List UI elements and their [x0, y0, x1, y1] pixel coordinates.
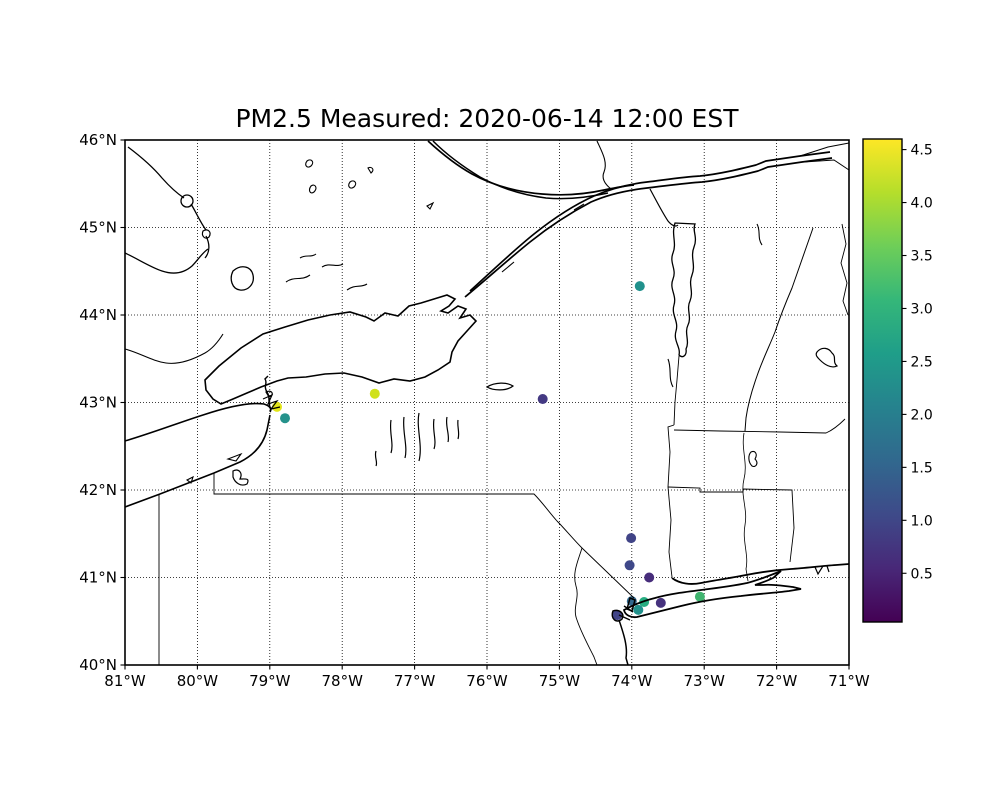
kawartha-lakes	[285, 253, 368, 291]
y-tick-label: 41°N	[79, 569, 117, 587]
thousand-islands	[501, 203, 585, 273]
border-vt-nh-connecticut-river	[744, 227, 814, 432]
pm25-station-point[interactable]	[633, 604, 644, 615]
pm25-station-point[interactable]	[626, 533, 637, 544]
x-tick-label: 81°W	[104, 672, 146, 690]
staten-island	[611, 609, 624, 622]
presque-isle-spit	[226, 452, 243, 462]
new-york-harbor-detail	[618, 605, 634, 621]
x-tick-label: 80°W	[177, 672, 219, 690]
x-tick-label: 76°W	[466, 672, 508, 690]
map-geography	[124, 140, 850, 666]
pm25-station-point[interactable]	[624, 560, 635, 571]
colorbar-tick-label: 3.0	[911, 301, 933, 317]
y-tick-label: 46°N	[79, 131, 117, 149]
axis-ticks: 81°W 80°W 79°W 78°W 77°W 76°W 75°W 74°W 73°W 72°W…	[79, 131, 870, 690]
colorbar-frame	[862, 138, 903, 623]
colorbar-tick-label: 4.0	[911, 196, 933, 212]
border-ma-vt-nh	[673, 418, 846, 434]
x-tick-label: 77°W	[394, 672, 436, 690]
lake-chautauqua	[232, 469, 249, 486]
coastline-long-island	[622, 570, 802, 619]
x-tick-label: 73°W	[683, 672, 725, 690]
st-lawrence-northeast-branches	[799, 142, 850, 171]
river-st-lawrence-south-bank	[464, 157, 833, 298]
y-tick-label: 42°N	[79, 481, 117, 499]
long-island-sound-islands	[756, 576, 777, 581]
finger-lakes	[374, 412, 460, 467]
lake-winnipesaukee	[815, 347, 839, 368]
colorbar-tick-label: 0.5	[911, 566, 933, 582]
x-tick-label: 71°W	[828, 672, 870, 690]
colorbar-tick-label: 2.5	[911, 354, 933, 370]
border-ny-vt	[673, 355, 680, 426]
plot-title: PM2.5 Measured: 2020-06-14 12:00 EST	[235, 104, 739, 133]
lake-george	[667, 358, 674, 388]
river-grand	[124, 333, 224, 364]
small-lakes-ontario-north	[305, 159, 435, 210]
lake-oneida	[485, 382, 515, 391]
colorbar-ticks: 4.5 4.0 3.5 3.0 2.5 2.0 1.5 1.0 0.5	[902, 143, 933, 582]
border-nh-me	[840, 223, 849, 316]
y-tick-label: 44°N	[79, 306, 117, 324]
x-tick-label: 72°W	[756, 672, 798, 690]
pm25-station-point[interactable]	[634, 281, 645, 292]
coastline-lake-ontario	[204, 294, 478, 405]
lake-memphremagog	[756, 223, 763, 246]
river-ottawa-south-bank	[432, 140, 609, 200]
pm25-station-point[interactable]	[644, 572, 655, 583]
lake-round-upper-left	[180, 194, 194, 208]
coastline-georgian-bay	[124, 248, 209, 274]
connecticut-river-south	[742, 432, 749, 582]
river-richelieu	[649, 188, 679, 227]
x-tick-label: 79°W	[249, 672, 291, 690]
pm25-station-point[interactable]	[694, 591, 705, 602]
river-ottawa-upper	[127, 146, 210, 259]
river-top-tributary	[596, 140, 612, 190]
x-tick-label: 75°W	[539, 672, 581, 690]
narragansett-islands	[814, 565, 830, 576]
colorbar-tick-label: 3.5	[911, 249, 933, 265]
colorbar-tick-label: 2.0	[911, 407, 933, 423]
river-st-lawrence-north-bank	[469, 151, 831, 292]
y-tick-label: 40°N	[79, 656, 117, 674]
y-tick-label: 45°N	[79, 219, 117, 237]
river-ottawa-north-bank	[427, 140, 635, 196]
buffalo-shoreline-detail	[262, 390, 281, 410]
border-ny-ma-ct	[667, 424, 675, 578]
coastline-connecticut	[671, 563, 850, 585]
pm25-station-point[interactable]	[280, 413, 290, 424]
pm25-station-point[interactable]	[369, 388, 380, 399]
quabbin-reservoir	[748, 450, 758, 467]
lake-champlain	[671, 222, 697, 358]
coastline-lake-erie-south	[124, 414, 271, 508]
colorbar: 4.5 4.0 3.5 3.0 2.5 2.0 1.5 1.0 0.5	[862, 138, 933, 623]
colorbar-tick-label: 4.5	[911, 143, 933, 159]
border-ma-ct-ri	[667, 486, 795, 563]
colorbar-gradient-bar	[863, 139, 902, 622]
lake-findley	[185, 475, 194, 484]
lake-small-blob-upper-left	[201, 229, 211, 239]
lake-simcoe	[230, 266, 254, 291]
colorbar-tick-label: 1.0	[911, 513, 933, 529]
coastline-lake-erie-north	[124, 402, 272, 442]
scatter-points	[272, 281, 705, 621]
colorbar-tick-label: 1.5	[911, 460, 933, 476]
x-tick-label: 78°W	[321, 672, 363, 690]
graticule-gridlines	[125, 140, 849, 665]
coastline-new-jersey	[618, 619, 629, 666]
pm25-station-point[interactable]	[537, 394, 548, 404]
x-tick-label: 74°W	[611, 672, 653, 690]
y-tick-label: 43°N	[79, 394, 117, 412]
border-ny-pa-delaware-river	[213, 473, 635, 666]
pm25-station-point[interactable]	[272, 401, 282, 412]
pm25-station-point[interactable]	[612, 610, 623, 621]
pm25-station-point[interactable]	[655, 597, 666, 608]
